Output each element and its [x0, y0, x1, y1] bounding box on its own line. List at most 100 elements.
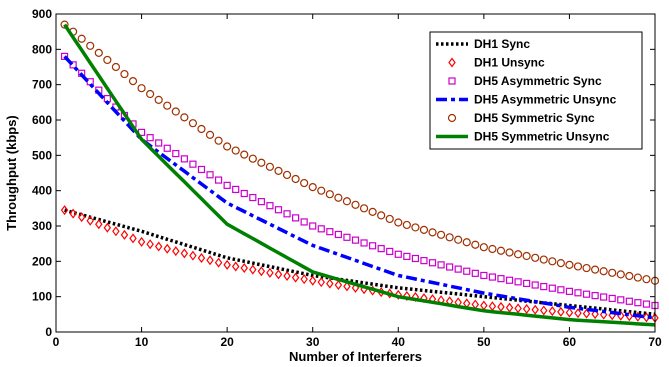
data-point	[231, 261, 240, 272]
series-dh5-asymmetric-sync	[60, 52, 659, 310]
data-point	[573, 262, 583, 271]
data-point	[112, 226, 120, 237]
data-point	[522, 251, 531, 261]
x-tick-label: 30	[306, 335, 320, 349]
data-point	[274, 269, 283, 280]
data-point	[197, 252, 206, 263]
data-point	[565, 260, 574, 269]
data-point	[402, 220, 411, 230]
data-point	[163, 144, 171, 152]
series-dh5-symmetric-unsync	[63, 23, 656, 327]
data-point	[308, 275, 317, 286]
data-point	[411, 223, 420, 232]
data-point	[60, 52, 69, 61]
data-point	[377, 245, 385, 253]
data-point	[283, 270, 291, 281]
data-point	[608, 294, 616, 303]
data-point	[497, 275, 505, 283]
data-point	[300, 274, 308, 285]
data-point	[146, 239, 154, 250]
data-point	[462, 238, 471, 247]
data-point	[522, 304, 531, 315]
data-point	[266, 267, 274, 278]
data-point	[223, 142, 232, 151]
data-point	[205, 130, 215, 139]
data-point	[120, 69, 129, 79]
data-point	[591, 292, 599, 300]
data-point	[471, 240, 480, 249]
data-point	[129, 233, 137, 244]
data-point	[95, 219, 103, 230]
data-point	[180, 113, 189, 122]
data-point	[625, 271, 634, 281]
data-point	[137, 236, 146, 247]
y-tick-label: 0	[45, 325, 52, 339]
plot-frame	[55, 13, 656, 333]
data-point	[240, 150, 249, 159]
data-point	[359, 204, 369, 213]
data-point	[360, 239, 368, 247]
data-point	[180, 155, 188, 163]
data-point	[351, 200, 360, 209]
y-tick-label: 600	[32, 113, 52, 127]
data-point	[616, 270, 625, 279]
data-point	[334, 193, 343, 202]
data-point	[257, 198, 265, 206]
y-tick-label: 800	[32, 42, 52, 56]
data-point	[154, 241, 163, 252]
data-point	[282, 170, 292, 180]
data-point	[265, 162, 275, 171]
legend-label: DH1 Unsync	[474, 56, 545, 70]
data-point	[60, 205, 69, 216]
data-point	[617, 296, 625, 304]
data-point	[599, 267, 608, 276]
data-point	[531, 253, 540, 262]
y-tick-label: 700	[32, 78, 52, 92]
data-point	[240, 263, 249, 274]
data-point	[351, 236, 360, 244]
data-point	[120, 229, 129, 240]
legend-marker	[447, 113, 457, 123]
data-point	[172, 149, 180, 158]
legend-label: DH5 Asymmetric Unsync	[474, 93, 617, 107]
data-point	[445, 233, 454, 242]
data-point	[146, 89, 155, 99]
data-point	[419, 225, 429, 234]
series-line	[63, 23, 656, 327]
data-point	[326, 228, 334, 236]
data-point	[223, 181, 231, 189]
data-point	[437, 261, 445, 269]
data-point	[317, 225, 325, 233]
data-point	[480, 271, 488, 280]
data-point	[634, 299, 642, 307]
data-point	[274, 206, 283, 214]
data-point	[436, 230, 446, 239]
data-point	[163, 243, 171, 254]
data-point	[69, 208, 77, 219]
data-point	[633, 273, 642, 282]
data-point	[214, 176, 223, 184]
series-line	[64, 208, 656, 317]
data-point	[231, 146, 240, 155]
legend: DH1 Sync DH1 Unsync DH5 Asymmetric Sync DH5…	[429, 31, 643, 150]
data-point	[283, 210, 291, 218]
data-point	[591, 309, 599, 320]
data-point	[325, 190, 334, 199]
data-point	[214, 136, 223, 145]
data-point	[368, 207, 377, 216]
y-tick-label: 200	[32, 254, 52, 268]
data-point	[171, 107, 180, 116]
data-point	[334, 280, 343, 291]
data-point	[386, 247, 394, 256]
data-point	[334, 230, 342, 239]
data-point	[180, 248, 189, 259]
data-point	[600, 293, 608, 301]
data-point	[540, 305, 548, 316]
data-point	[513, 250, 523, 259]
data-point	[454, 235, 463, 244]
data-point	[189, 250, 197, 261]
data-point	[411, 254, 419, 263]
data-point	[111, 62, 121, 72]
series-line	[63, 55, 656, 320]
data-point	[103, 55, 112, 65]
